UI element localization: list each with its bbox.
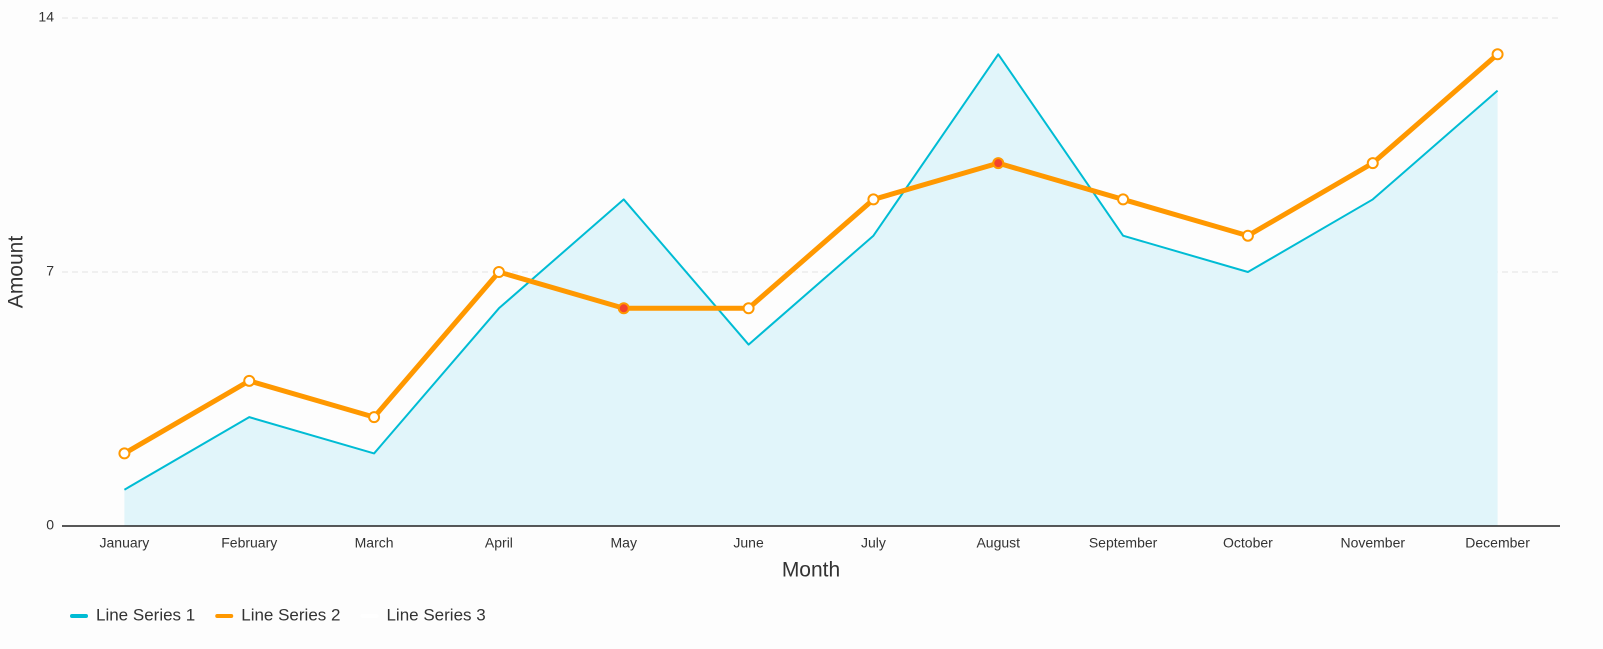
y-tick-label: 7 [46, 263, 54, 279]
marker [1241, 229, 1254, 242]
marker [368, 411, 381, 424]
marker [992, 157, 1005, 170]
marker [617, 302, 630, 315]
x-tick-label: December [1465, 535, 1530, 551]
x-tick-label: February [221, 535, 277, 551]
legend-label: Line Series 2 [241, 605, 340, 624]
x-tick-label: October [1223, 535, 1273, 551]
marker [1491, 48, 1504, 61]
x-tick-label: August [976, 535, 1020, 551]
x-tick-label: July [861, 535, 886, 551]
marker [243, 374, 256, 387]
x-tick-label: March [355, 535, 394, 551]
line [123, 53, 1499, 491]
x-tick-label: January [100, 535, 150, 551]
y-tick-label: 14 [38, 9, 54, 25]
line [123, 52, 1500, 456]
marker [867, 193, 880, 206]
x-axis-title: Month [782, 559, 840, 582]
marker [742, 302, 755, 315]
x-tick-label: September [1089, 535, 1158, 551]
x-tick-label: November [1340, 535, 1405, 551]
x-tick-label: May [611, 535, 637, 551]
y-tick-label: 0 [46, 517, 54, 533]
marker [492, 266, 505, 278]
y-axis-title: Amount [5, 236, 28, 309]
marker [1366, 157, 1379, 170]
legend-label: Line Series 3 [386, 605, 485, 624]
marker [1117, 193, 1130, 206]
x-tick-label: April [485, 535, 513, 551]
x-tick-label: June [733, 535, 764, 551]
legend-label: Line Series 1 [96, 605, 195, 624]
marker [118, 447, 131, 460]
